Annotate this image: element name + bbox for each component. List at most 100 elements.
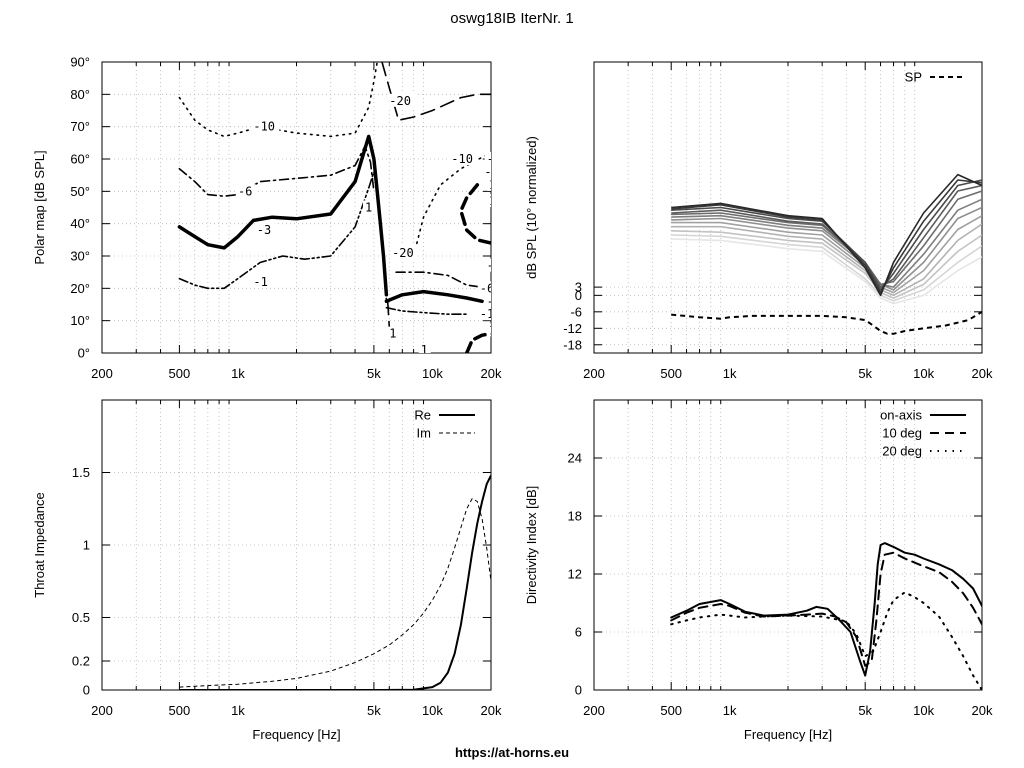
y-tick-label: 0.5 [72,610,90,625]
contour-line [178,171,388,303]
x-tick-label: 10k [422,703,443,718]
contour-label-bg [251,119,280,133]
y-tick-label: 30° [70,249,90,264]
di-series-line [670,591,982,690]
contour-label: -3 [257,223,271,237]
x-tick-label: 200 [91,366,113,381]
legend-label: Im [417,426,431,441]
contour-label-bg [449,152,478,165]
contour-label: -1 [253,275,267,289]
plot-area [671,173,982,335]
polar-response-curve [671,234,982,302]
plot-area [670,542,982,690]
contour-label-bg [484,294,491,308]
contour-label-bg [418,342,431,353]
contour-label-bg [486,177,491,191]
contour-label-bg [235,184,256,198]
contour-label: 1 [489,323,496,337]
contour-label: 1 [365,201,372,215]
y-tick-label: -18 [563,337,582,352]
contour-label: 1 [489,194,496,208]
y-tick-label: 90° [70,55,90,70]
x-tick-label: 500 [660,366,682,381]
contour-label: -6 [238,184,252,198]
x-tick-label: 10k [422,366,443,381]
contour-label-bg [387,93,416,107]
contour-label: -6 [480,281,494,295]
legend-label: 10 deg [882,426,922,441]
x-tick-label: 10k [913,703,934,718]
y-tick-label: -6 [570,304,582,319]
x-tick-label: 5k [367,366,381,381]
polar-map-panel: 200 500 1k 5k 10k 20k 0° 10° 20° 30° 40° 50° 60° 70° 8… [32,55,509,382]
y-tick-label: 3 [575,280,582,295]
x-tick-label: 1k [723,366,737,381]
di-series-line [670,542,982,677]
x-axis-label: Frequency [Hz] [744,727,832,742]
contour-label: -1 [480,307,494,321]
legend-label: SP [905,70,922,85]
plot-frame [593,61,983,354]
y-tick-label: 18 [568,509,582,524]
contour-label: -10 [451,152,473,166]
figure-title: oswg18IB IterNr. 1 [450,10,573,27]
x-tick-label: 1k [231,703,245,718]
impedance-re-line [179,474,491,690]
contour-label: -10 [253,120,275,134]
impedance-im-line [179,498,491,688]
y-axis-label: Directivity Index [dB] [524,486,539,605]
polar-response-curve [671,179,982,291]
y-tick-label: 50° [70,184,90,199]
contour-label-bg [484,152,491,165]
contour-label-bg [362,200,375,214]
plot-area [179,474,491,690]
plot-frame [101,61,492,354]
contour-label: -10 [487,259,509,273]
x-tick-label: 10k [913,366,934,381]
x-tick-label: 500 [169,366,191,381]
y-tick-label: 20° [70,281,90,296]
legend-label: on-axis [880,408,922,423]
y-tick-label: 70° [70,119,90,134]
contour-line [374,174,391,328]
x-tick-label: 20k [972,366,993,381]
contour-line [385,306,468,315]
x-tick-label: 1k [231,366,245,381]
contour-label-bg [482,164,491,178]
y-tick-label: 1 [83,538,90,553]
contour-label-bg [390,245,419,259]
polar-response-curve [671,179,982,294]
contour-label-bg [477,281,491,295]
contour-label: 1 [389,327,396,341]
polar-response-curve [671,206,982,291]
contour-label: -3 [484,165,498,179]
polar-response-curve [671,173,982,297]
x-tick-label: 5k [858,366,872,381]
plot-frame [593,399,983,691]
sp-series-line [671,310,982,335]
contour-line [395,271,491,290]
y-axis-label: dB SPL (10° normalized) [524,136,539,279]
throat-impedance-panel: 200 500 1k 5k 10k 20k 0 0.2 0.5 1 1.5 Throat Impeda… [32,399,502,742]
contour-label: -20 [392,246,414,260]
y-tick-label: 60° [70,152,90,167]
x-axis-label: Frequency [Hz] [252,727,340,742]
contour-label-bg [484,258,491,272]
contour-line [178,145,375,197]
y-tick-label: 0 [575,683,582,698]
contour-label: 1 [489,178,496,192]
contour-line [464,331,491,353]
x-tick-label: 200 [583,366,605,381]
contour-label-bg [254,223,275,237]
y-tick-label: 1.5 [72,465,90,480]
footer-url[interactable]: https://at-horns.eu [455,745,569,760]
y-tick-label: 0 [575,288,582,303]
contour-line [384,289,484,304]
x-tick-label: 500 [169,703,191,718]
x-tick-label: 5k [858,703,872,718]
y-tick-label: 24 [568,451,582,466]
x-tick-label: 20k [481,703,502,718]
